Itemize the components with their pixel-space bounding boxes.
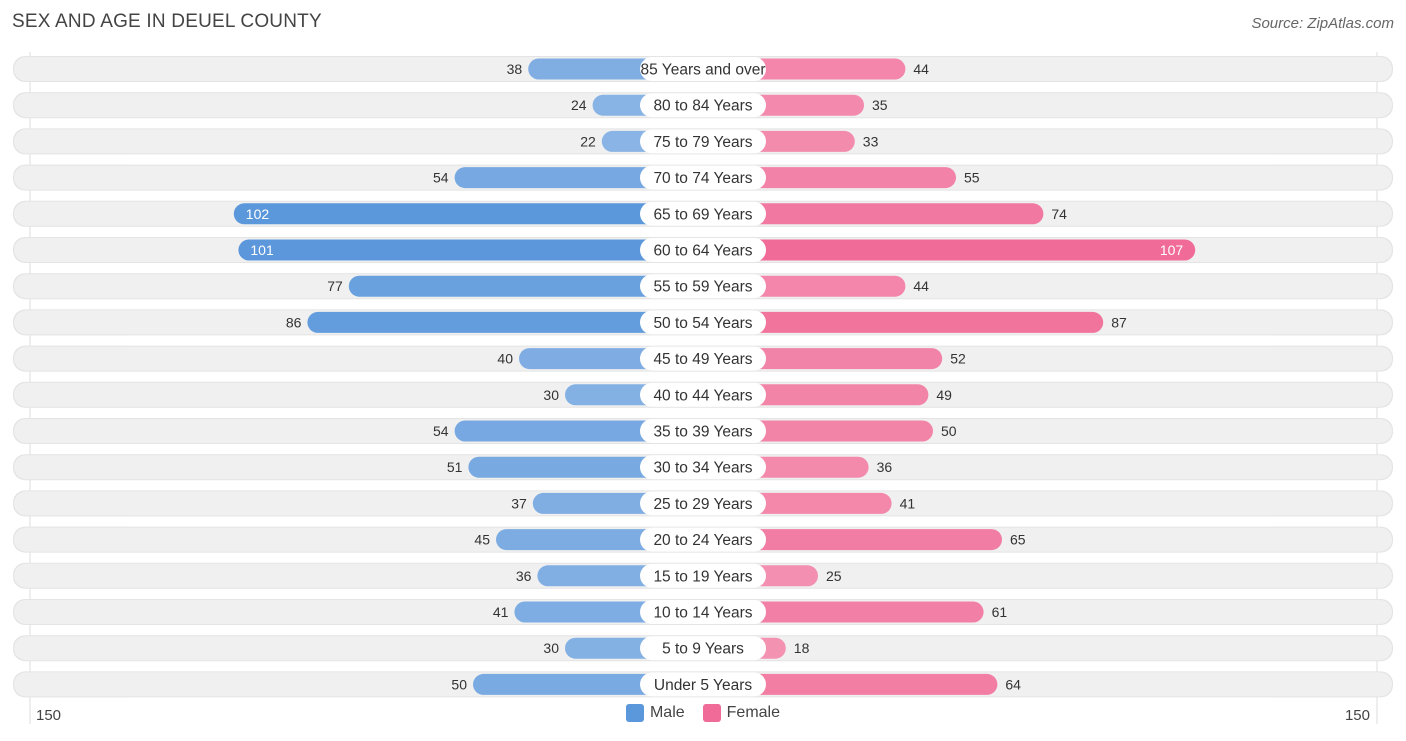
value-label-female: 64 — [1005, 676, 1021, 692]
category-label-pill — [640, 57, 766, 81]
value-label-female: 50 — [941, 423, 957, 439]
category-label-pill — [640, 274, 766, 299]
value-label-female: 107 — [1160, 242, 1184, 258]
legend-swatch-female — [702, 704, 721, 722]
category-label-pill — [640, 563, 766, 588]
category-label-pill — [640, 129, 766, 154]
category-label-pill — [640, 201, 766, 226]
axis-right-max-label: 150 — [1344, 707, 1370, 724]
value-label-female: 25 — [826, 568, 842, 584]
value-label-female: 35 — [872, 97, 888, 113]
value-label-male: 54 — [433, 170, 449, 186]
value-label-female: 33 — [863, 133, 879, 149]
value-label-male: 86 — [286, 314, 302, 330]
category-label-pill — [640, 165, 766, 190]
chart-title: SEX AND AGE IN DEUEL COUNTY — [12, 11, 322, 32]
category-label-pill — [640, 491, 766, 516]
value-label-male: 101 — [250, 242, 274, 258]
category-label-pill — [640, 382, 766, 407]
value-label-male: 24 — [571, 97, 587, 113]
value-label-male: 30 — [543, 640, 559, 656]
category-label: 45 to 49 Years — [653, 351, 752, 368]
category-label-pill — [640, 310, 766, 335]
bar-female — [703, 311, 1104, 333]
category-label-pill — [640, 636, 766, 661]
value-label-male: 37 — [511, 495, 527, 511]
bar-female — [703, 167, 956, 189]
category-label: 65 to 69 Years — [653, 206, 752, 223]
legend-item-male[interactable]: Male — [625, 704, 685, 722]
value-label-male: 54 — [433, 423, 449, 439]
legend-item-female[interactable]: Female — [702, 704, 781, 722]
value-label-female: 44 — [913, 278, 929, 294]
category-label-pill — [640, 238, 766, 262]
category-label: 75 to 79 Years — [653, 134, 752, 151]
bar-male — [454, 420, 703, 442]
value-label-male: 50 — [451, 676, 467, 692]
bar-male — [233, 203, 704, 225]
category-label: 40 to 44 Years — [653, 387, 752, 404]
category-label: 20 to 24 Years — [653, 532, 752, 549]
category-label: 85 Years and over — [641, 62, 766, 79]
value-label-female: 41 — [900, 495, 916, 511]
category-label-pill — [640, 527, 766, 552]
category-label: 5 to 9 Years — [662, 641, 744, 658]
category-label: 10 to 14 Years — [653, 605, 752, 622]
value-label-female: 61 — [992, 604, 1008, 620]
value-label-male: 41 — [493, 604, 509, 620]
value-label-male: 102 — [246, 206, 270, 222]
category-label: 70 to 74 Years — [653, 170, 752, 187]
category-label-pill — [640, 346, 766, 371]
legend: Male Female — [0, 704, 1406, 722]
legend-label-female: Female — [726, 704, 781, 721]
value-label-male: 38 — [507, 61, 523, 77]
source-note: Source: ZipAtlas.com — [1251, 15, 1394, 32]
category-label: 80 to 84 Years — [653, 98, 752, 115]
value-label-male: 36 — [516, 568, 532, 584]
value-label-female: 49 — [936, 387, 952, 403]
axis-left-max-label: 150 — [36, 707, 62, 724]
value-label-male: 22 — [580, 133, 596, 149]
value-label-female: 52 — [950, 351, 966, 367]
legend-swatch-male — [625, 704, 644, 722]
bar-female — [703, 673, 998, 695]
category-label-pill — [640, 600, 766, 624]
category-label: 55 to 59 Years — [653, 279, 752, 296]
value-label-male: 51 — [447, 459, 463, 475]
value-label-male: 77 — [327, 278, 343, 294]
value-label-female: 65 — [1010, 532, 1026, 548]
bar-male — [307, 311, 703, 333]
bar-male — [348, 275, 703, 297]
category-label-pill — [640, 672, 766, 697]
category-label: 25 to 29 Years — [653, 496, 752, 513]
bar-female — [703, 239, 1196, 261]
value-label-male: 40 — [497, 351, 513, 367]
bar-female — [703, 601, 984, 623]
category-label-pill — [640, 455, 766, 480]
legend-label-male: Male — [649, 704, 685, 721]
value-label-female: 36 — [877, 459, 893, 475]
value-label-male: 30 — [543, 387, 559, 403]
category-label: 30 to 34 Years — [653, 460, 752, 477]
value-label-female: 44 — [913, 61, 929, 77]
category-label-pill — [640, 419, 766, 443]
value-label-female: 55 — [964, 170, 980, 186]
value-label-male: 45 — [474, 532, 490, 548]
bar-female — [703, 529, 1002, 551]
bar-male — [238, 239, 703, 261]
value-label-female: 87 — [1111, 314, 1127, 330]
value-label-female: 18 — [794, 640, 810, 656]
category-label: 15 to 19 Years — [653, 568, 752, 585]
category-label: 60 to 64 Years — [653, 243, 752, 260]
category-label: 50 to 54 Years — [653, 315, 752, 332]
bar-male — [454, 167, 703, 189]
category-label: 35 to 39 Years — [653, 424, 752, 441]
category-label: Under 5 Years — [654, 677, 752, 694]
bar-female — [703, 203, 1044, 225]
value-label-female: 74 — [1051, 206, 1067, 222]
category-label-pill — [640, 93, 766, 118]
